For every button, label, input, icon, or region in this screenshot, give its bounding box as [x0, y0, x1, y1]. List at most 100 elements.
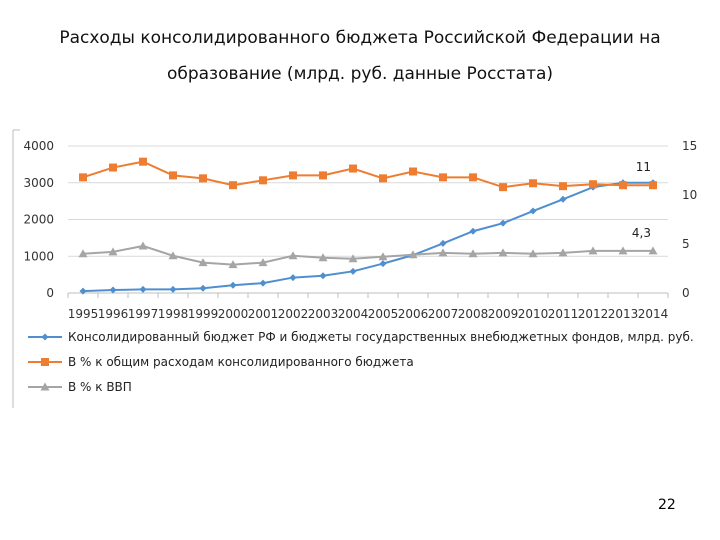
series-2-point — [438, 248, 448, 257]
series-0-point — [139, 285, 147, 293]
legend-label-2: В % к ВВП — [68, 380, 132, 394]
annotations: 114,3 — [632, 160, 651, 240]
series-2-point — [648, 246, 658, 255]
series-0-point — [439, 239, 447, 247]
series-0-point — [529, 207, 537, 215]
series-2-point — [348, 254, 358, 263]
series-2-point — [618, 246, 628, 255]
series-1-point — [439, 173, 447, 182]
y-left-tick-label: 3000 — [23, 176, 54, 190]
series-2-line — [82, 244, 653, 266]
series-2-point — [408, 250, 418, 259]
series-1-point — [259, 176, 267, 185]
series-1-point — [319, 171, 327, 180]
series-1-point — [199, 174, 207, 183]
series-0-point — [379, 260, 387, 268]
legend-label-1: В % к общим расходам консолидированного … — [68, 355, 414, 369]
series-0-point — [319, 272, 327, 280]
series-0-point — [199, 284, 207, 292]
series-lines — [78, 157, 658, 295]
page-number: 22 — [658, 497, 676, 513]
series-1-point — [109, 163, 117, 172]
series-0-point — [109, 286, 117, 294]
series-2-point — [138, 241, 148, 250]
y-right-tick-label: 5 — [682, 237, 690, 251]
x-tick-label: 2001 — [248, 307, 279, 321]
y-right-tick-label: 15 — [682, 139, 697, 153]
legend-marker-0 — [41, 333, 49, 341]
x-tick-label: 2006 — [398, 307, 429, 321]
series-1-point — [499, 183, 507, 192]
x-tick-label: 2008 — [458, 307, 489, 321]
series-1-point — [289, 171, 297, 180]
series-1-point — [79, 173, 87, 182]
series-0-point — [349, 267, 357, 275]
x-tick-label: 2002 — [278, 307, 309, 321]
series-2-point — [498, 248, 508, 257]
x-tick-label: 2009 — [488, 307, 519, 321]
x-tick-label: 1995 — [68, 307, 99, 321]
y-left-tick-label: 0 — [46, 286, 54, 300]
x-tick-label: 2000 — [218, 307, 249, 321]
series-2-point — [78, 249, 88, 258]
series-2-point — [198, 258, 208, 267]
series-2-point — [468, 249, 478, 258]
x-tick-label: 1996 — [98, 307, 129, 321]
x-tick-label: 2014 — [638, 307, 669, 321]
series-2-point — [258, 258, 268, 267]
y-left-tick-label: 1000 — [23, 249, 54, 263]
x-tick-label: 2007 — [428, 307, 459, 321]
legend-label-0: Консолидированный бюджет РФ и бюджеты го… — [68, 330, 694, 344]
series-1-point — [379, 174, 387, 183]
series-2-point — [228, 260, 238, 269]
series-1-point — [529, 179, 537, 188]
gridlines — [68, 145, 668, 257]
series-1-point — [589, 180, 597, 189]
x-tick-label: 1998 — [158, 307, 189, 321]
series-0-point — [499, 219, 507, 227]
series-1-line — [82, 160, 653, 189]
x-tick-label: 2004 — [338, 307, 369, 321]
y-right-tick-label: 10 — [682, 188, 697, 202]
legend-marker-2 — [40, 382, 50, 391]
x-tick-label: 2012 — [578, 307, 609, 321]
x-tick-label: 2013 — [608, 307, 639, 321]
y-left-tick-label: 4000 — [23, 139, 54, 153]
series-2-point — [588, 246, 598, 255]
series-2-point — [378, 252, 388, 261]
series-0-point — [559, 195, 567, 203]
series-1-point — [469, 173, 477, 182]
series-0-point — [469, 227, 477, 235]
series-1-point — [169, 171, 177, 180]
series-0-point — [259, 279, 267, 287]
series-2-point — [318, 253, 328, 262]
chart-title-line-2: образование (млрд. руб. данные Росстата) — [166, 64, 554, 84]
x-tick-label: 2003 — [308, 307, 339, 321]
series-0-point — [229, 281, 237, 289]
series-0-point — [79, 287, 87, 295]
x-tick-label: 1997 — [128, 307, 159, 321]
chart-title-line-1: Расходы консолидированного бюджета Росси… — [59, 28, 661, 48]
series-2-point — [558, 248, 568, 257]
y-left-tick-label: 2000 — [23, 213, 54, 227]
series-0-point — [169, 285, 177, 293]
series-1-point — [229, 181, 237, 190]
x-tick-label: 2005 — [368, 307, 399, 321]
legend: Консолидированный бюджет РФ и бюджеты го… — [28, 330, 694, 394]
series-1-point — [559, 182, 567, 191]
series-1-point — [139, 157, 147, 166]
series-0-point — [289, 274, 297, 282]
series-2-point — [528, 249, 538, 258]
y-right-tick-label: 0 — [682, 286, 690, 300]
data-label: 4,3 — [632, 226, 651, 240]
x-tick-label: 1999 — [188, 307, 219, 321]
series-2-point — [108, 247, 118, 256]
series-0-line — [82, 181, 653, 293]
series-2-point — [288, 251, 298, 260]
series-1-point — [619, 181, 627, 190]
legend-marker-1 — [41, 358, 49, 366]
x-tick-label: 2010 — [518, 307, 549, 321]
series-1-point — [349, 164, 357, 173]
